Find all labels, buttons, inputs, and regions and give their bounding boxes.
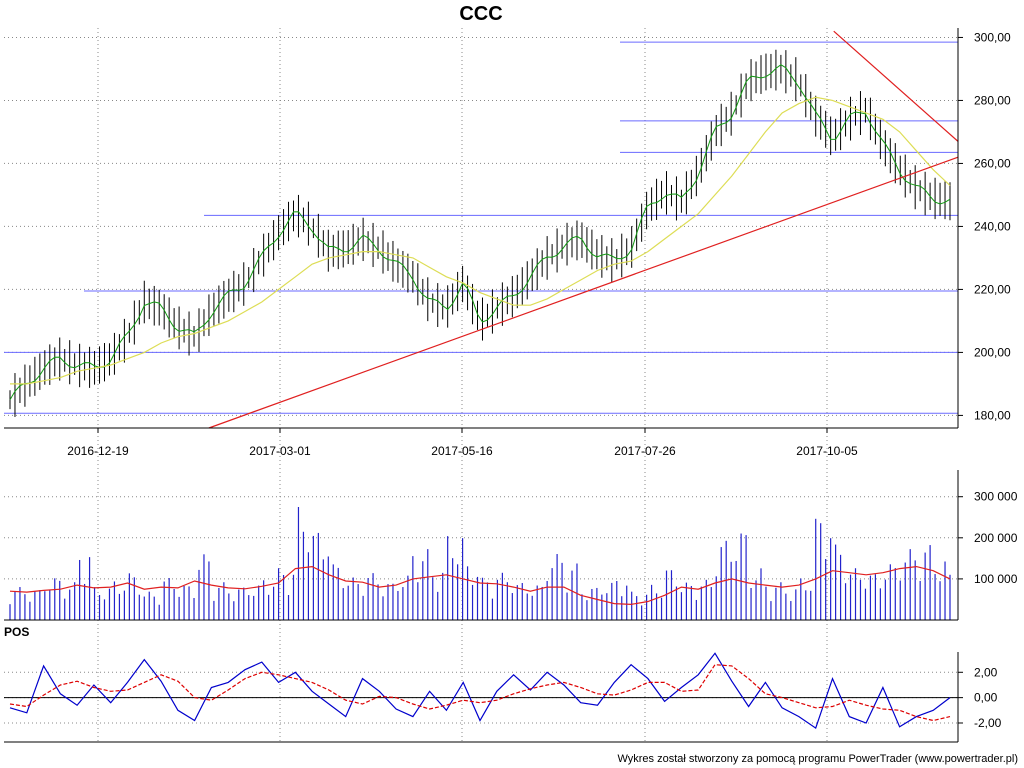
pos-line xyxy=(9,652,951,730)
pos-tick-label-1: 0,00 xyxy=(974,691,998,705)
price-tick-label-2: 220,00 xyxy=(974,282,1011,296)
price-line xyxy=(9,64,951,400)
moving-average-line xyxy=(10,96,951,385)
price-tick-label-3: 240,00 xyxy=(974,219,1011,233)
volume-tick-label-1: 200 000 xyxy=(974,531,1018,545)
date-tick-label-1: 2017-03-01 xyxy=(249,444,311,458)
date-tick-label-2: 2017-05-16 xyxy=(431,444,493,458)
pos-panel-label: POS xyxy=(4,625,29,639)
pos-signal-line xyxy=(9,664,951,722)
grid xyxy=(4,28,958,742)
price-tick-label-6: 300,00 xyxy=(974,30,1011,44)
trend-line-1 xyxy=(833,30,959,142)
price-tick-label-5: 280,00 xyxy=(974,93,1011,107)
volume-panel: 100 000 200 000 300 000 xyxy=(4,470,1018,621)
close-price-line xyxy=(9,64,951,400)
footer-credit: Wykres został stworzony za pomocą progra… xyxy=(617,753,1018,765)
price-tick-label-4: 260,00 xyxy=(974,156,1011,170)
price-moving-average xyxy=(10,96,951,385)
chart-title: CCC xyxy=(459,3,502,25)
date-tick-label-3: 2017-07-26 xyxy=(614,444,676,458)
date-tick-label-0: 2016-12-19 xyxy=(67,444,129,458)
volume-tick-label-2: 300 000 xyxy=(974,490,1018,504)
trend-lines xyxy=(208,30,959,429)
date-tick-label-4: 2017-10-05 xyxy=(796,444,858,458)
price-tick-label-0: 180,00 xyxy=(974,408,1011,422)
volume-tick-label-0: 100 000 xyxy=(974,572,1018,586)
volume-moving-average xyxy=(9,565,951,606)
candlesticks xyxy=(9,49,951,417)
trend-line-0 xyxy=(208,156,959,429)
pos-tick-label-0: -2,00 xyxy=(974,716,1002,730)
pos-tick-label-2: 2,00 xyxy=(974,665,998,679)
pos-panel: -2,00 0,00 2,00 xyxy=(4,652,1002,743)
price-tick-label-1: 200,00 xyxy=(974,345,1011,359)
axes: 180,00 200,00 220,00 240,00 260,00 280,00 300,… xyxy=(4,28,1011,458)
